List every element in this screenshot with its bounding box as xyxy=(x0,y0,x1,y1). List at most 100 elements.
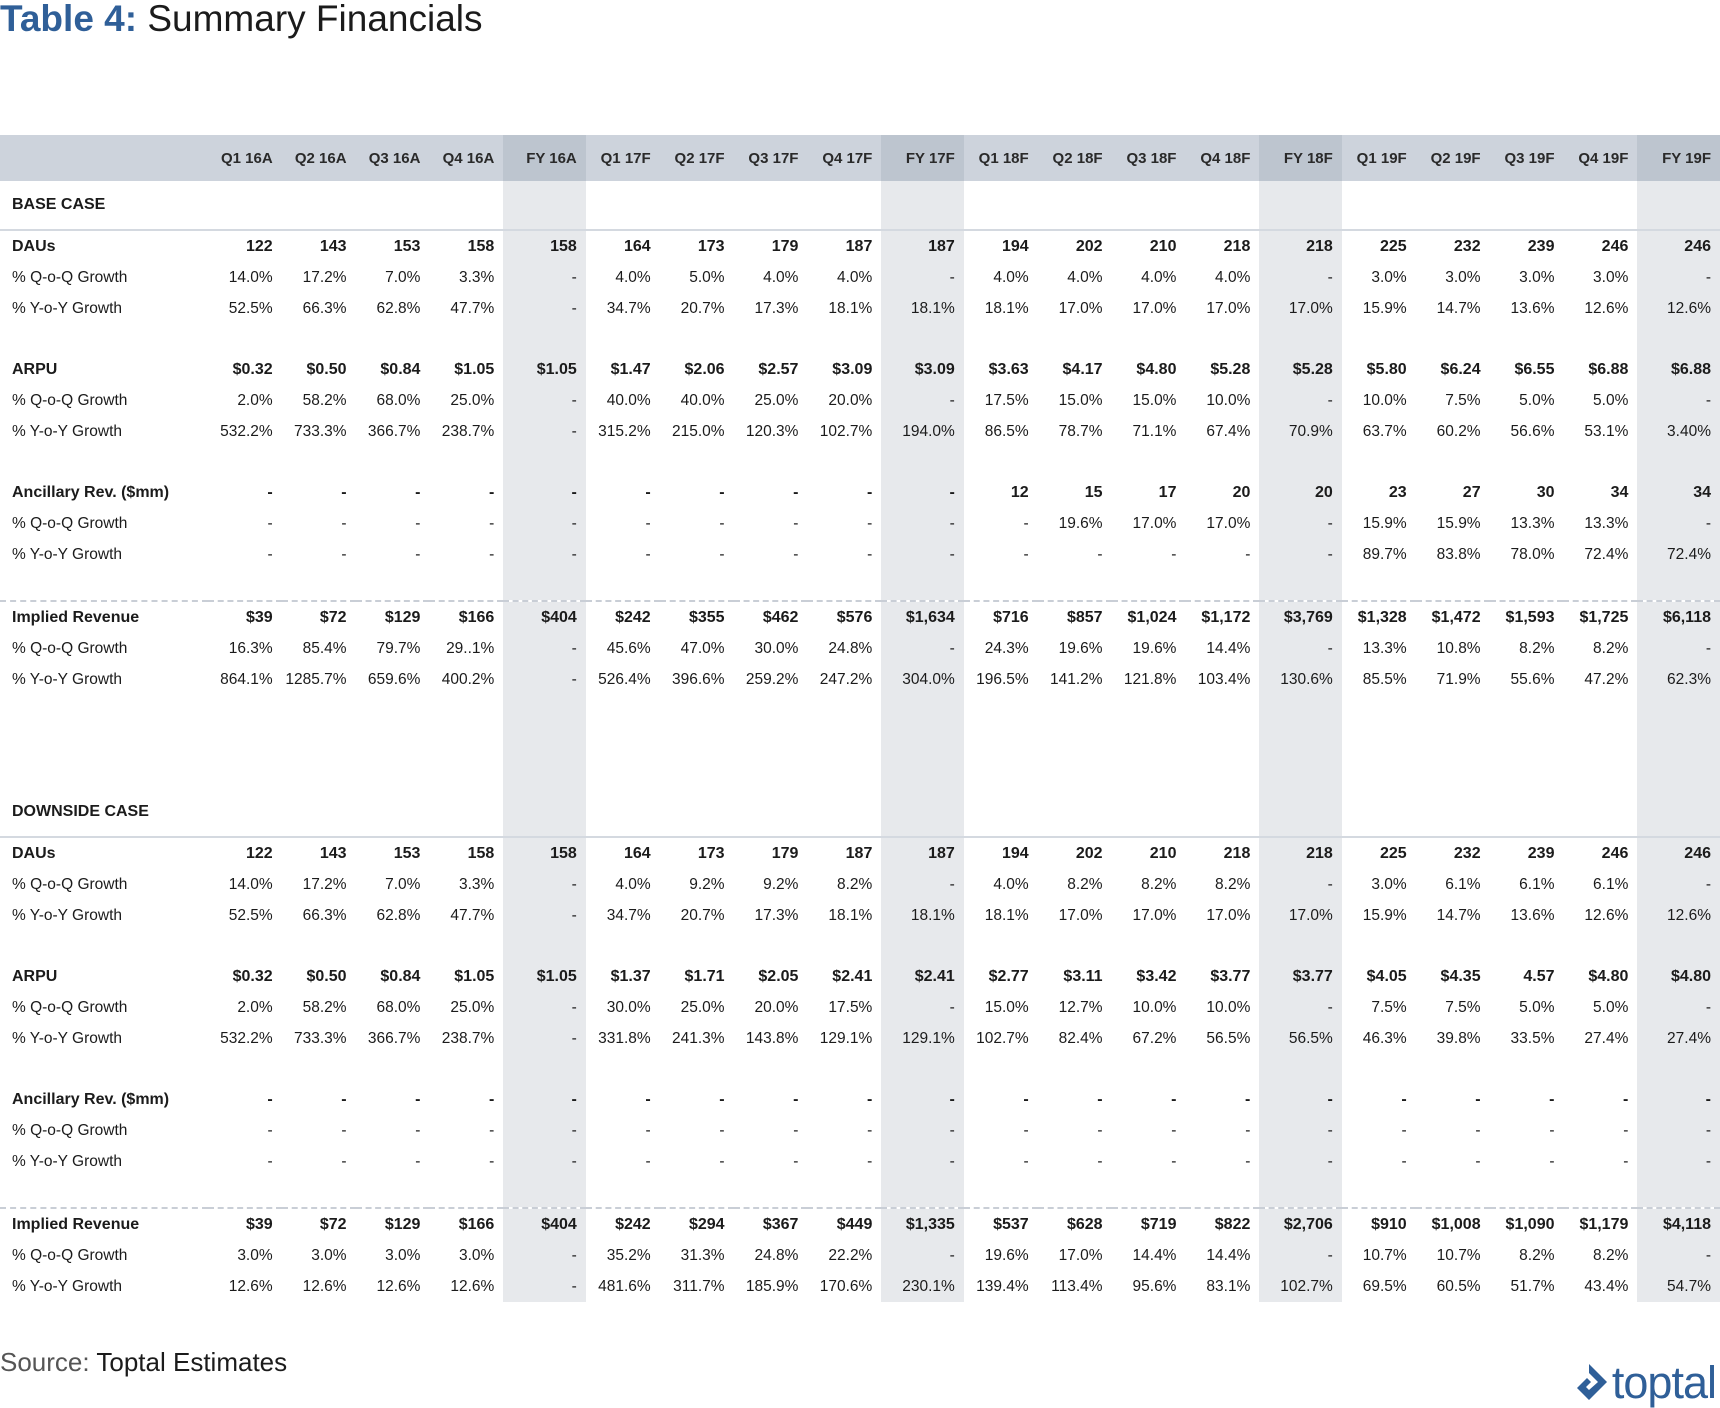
section-header-cell xyxy=(207,788,282,838)
section-header-cell xyxy=(733,181,808,231)
table-cell: 4.0% xyxy=(837,268,873,286)
table-cell: 3.0% xyxy=(458,1246,495,1264)
table-cell: 17.0% xyxy=(1259,293,1342,324)
column-header: Q4 18F xyxy=(1185,135,1260,181)
spacer-cell xyxy=(734,931,808,961)
table-cell: $4.80 xyxy=(1637,961,1720,992)
table-cell: 86.5% xyxy=(984,422,1029,440)
table-cell: 20.7% xyxy=(680,906,725,924)
spacer-cell xyxy=(807,695,881,788)
table-cell: $404 xyxy=(503,1207,586,1240)
table-cell: - xyxy=(1245,1090,1251,1108)
table-cell: 27.4% xyxy=(1584,1029,1629,1047)
table-cell: 83.8% xyxy=(1436,545,1481,563)
table-cell: - xyxy=(415,1090,421,1108)
spacer-cell xyxy=(503,931,586,961)
table-cell: 5.0% xyxy=(1593,391,1629,409)
table-cell: $5.28 xyxy=(1259,354,1342,385)
table-cell: 153 xyxy=(393,844,421,862)
table-cell: 51.7% xyxy=(1510,1277,1555,1295)
source-label: Source: xyxy=(0,1347,90,1377)
table-cell: - xyxy=(719,1152,725,1170)
column-header: FY 17F xyxy=(881,135,964,181)
spacer-cell xyxy=(964,447,1038,477)
table-cell: - xyxy=(341,514,347,532)
spacer-cell xyxy=(1038,695,1112,788)
table-cell: - xyxy=(1401,1152,1407,1170)
spacer-cell xyxy=(964,695,1038,788)
table-cell: - xyxy=(881,633,964,664)
table-cell: 173 xyxy=(697,844,725,862)
table-cell: 30.0% xyxy=(754,639,799,657)
table-cell: $242 xyxy=(585,600,660,633)
table-cell: 31.3% xyxy=(680,1246,725,1264)
table-cell: 85.4% xyxy=(302,639,347,657)
table-cell: 202 xyxy=(1075,844,1103,862)
table-cell: $4,118 xyxy=(1637,1207,1720,1240)
section-header-cell xyxy=(503,788,586,838)
growth-row: % Q-o-Q Growth 14.0% 17.2% 7.0% 3.3% -4.0% 9.2… xyxy=(0,869,1720,900)
table-cell: 7.5% xyxy=(1445,391,1481,409)
table-cell: 532.2% xyxy=(220,1029,273,1047)
metric-row: Implied Revenue $39 $72 $129 $166 $404 $242 $29… xyxy=(0,1207,1720,1240)
section-header-cell xyxy=(1637,181,1720,231)
table-cell: - xyxy=(503,1146,586,1177)
column-header: Q4 16A xyxy=(429,135,504,181)
column-header: Q2 17F xyxy=(659,135,734,181)
table-cell: - xyxy=(341,1152,347,1170)
table-cell: - xyxy=(793,514,799,532)
table-cell: 78.0% xyxy=(1510,545,1555,563)
table-cell: $1.05 xyxy=(503,354,586,385)
row-label: % Y-o-Y Growth xyxy=(12,1029,122,1047)
table-cell: 120.3% xyxy=(745,422,799,440)
table-cell: 25.0% xyxy=(680,998,725,1016)
spacer-cell xyxy=(734,695,808,788)
spacer-cell xyxy=(1416,695,1490,788)
spacer-cell xyxy=(282,447,356,477)
table-cell: 202 xyxy=(1075,237,1103,255)
spacer-cell xyxy=(586,447,660,477)
table-cell: $4.05 xyxy=(1366,967,1407,985)
table-cell: 67.4% xyxy=(1206,422,1251,440)
spacer-cell xyxy=(1259,1177,1342,1208)
spacer-cell xyxy=(1637,695,1720,788)
table-cell: $3.09 xyxy=(832,360,873,378)
table-cell: - xyxy=(415,483,421,501)
table-cell: $1.37 xyxy=(610,967,651,985)
table-cell: 3.0% xyxy=(1519,268,1555,286)
spacer-cell xyxy=(208,695,282,788)
table-cell: 400.2% xyxy=(441,670,495,688)
section-header-cell xyxy=(659,788,734,838)
table-cell: - xyxy=(1259,869,1342,900)
column-header: Q4 19F xyxy=(1563,135,1638,181)
column-header: Q1 16A xyxy=(207,135,282,181)
spacer-cell xyxy=(1416,447,1490,477)
table-cell: 17.0% xyxy=(1132,514,1177,532)
table-cell: 72.4% xyxy=(1637,539,1720,570)
table-cell: - xyxy=(645,1152,651,1170)
table-cell: 68.0% xyxy=(376,998,421,1016)
table-cell: - xyxy=(719,1090,725,1108)
spacer-cell xyxy=(734,447,808,477)
table-cell: 4.0% xyxy=(1067,268,1103,286)
table-cell: $449 xyxy=(807,1207,882,1240)
table-cell: 40.0% xyxy=(606,391,651,409)
table-cell: 10.7% xyxy=(1436,1246,1481,1264)
table-cell: 12.6% xyxy=(1584,906,1629,924)
table-cell: $1.47 xyxy=(610,360,651,378)
section-header-cell xyxy=(1185,181,1260,231)
spacer-cell xyxy=(1112,447,1186,477)
table-cell: 27 xyxy=(1462,483,1481,501)
group-gap xyxy=(0,324,1720,354)
table-cell: 20 xyxy=(1232,483,1251,501)
section-header-cell xyxy=(1341,181,1416,231)
source-value: Toptal Estimates xyxy=(96,1347,288,1377)
spacer-cell xyxy=(1038,931,1112,961)
spacer-cell xyxy=(1490,447,1564,477)
table-body: BASE CASE DAUs 122 143 153 158 158 164 173 179 187… xyxy=(0,181,1720,1302)
column-header: Q1 19F xyxy=(1341,135,1416,181)
table-cell: $2.41 xyxy=(881,961,964,992)
spacer-cell xyxy=(356,447,430,477)
section-header-cell xyxy=(1111,181,1186,231)
table-cell: - xyxy=(719,483,725,501)
